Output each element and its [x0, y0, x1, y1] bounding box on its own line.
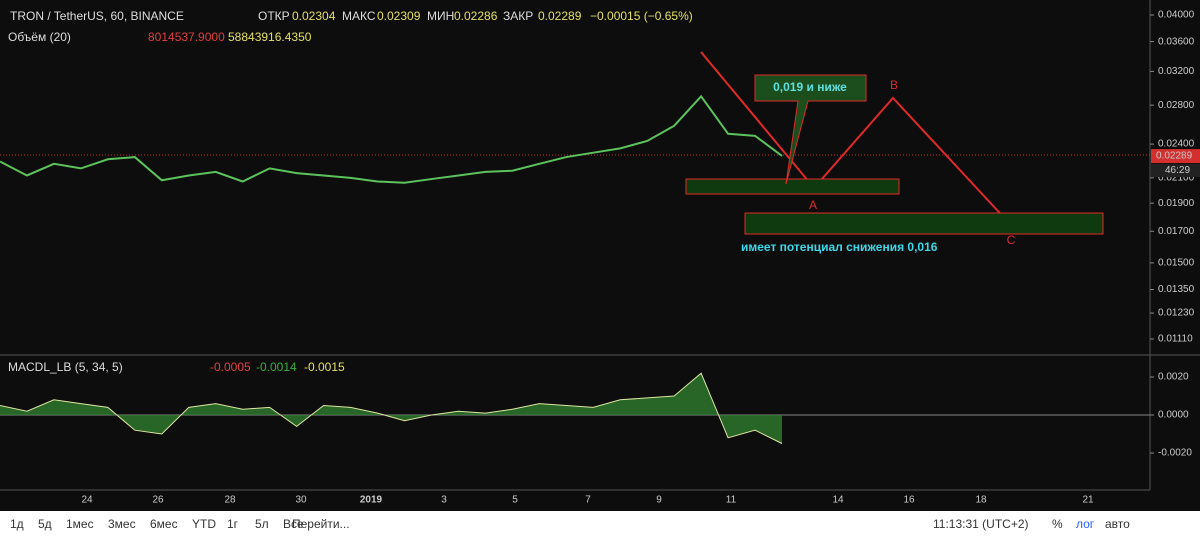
- callout-box[interactable]: [754, 74, 867, 185]
- macd-value: -0.0005: [210, 360, 251, 374]
- log-toggle[interactable]: лог: [1076, 517, 1095, 531]
- y-tick-label: 0.03200: [1158, 66, 1195, 77]
- range-button[interactable]: Все: [283, 517, 304, 531]
- percent-toggle[interactable]: %: [1052, 517, 1063, 531]
- macd-value: -0.0014: [256, 360, 297, 374]
- x-tick-label: 21: [1082, 495, 1094, 506]
- countdown: 46:29: [1165, 165, 1190, 176]
- y-tick-label: 0.01900: [1158, 198, 1195, 209]
- toolbar: [0, 511, 1200, 539]
- volume-title: Объём (20): [8, 30, 71, 44]
- range-button[interactable]: 6мес: [150, 517, 178, 531]
- volume-value: 58843916.4350: [228, 30, 312, 44]
- price-tag-label: 0.02289: [1156, 151, 1193, 162]
- y-tick-label: 0.0000: [1158, 410, 1189, 421]
- ohlc-value: 0.02286: [454, 9, 498, 23]
- zone[interactable]: [744, 212, 1104, 235]
- y-tick-label: 0.0020: [1158, 372, 1189, 383]
- y-tick-label: 0.01700: [1158, 226, 1195, 237]
- goto[interactable]: Перейти...: [292, 517, 350, 531]
- x-tick-label: 11: [726, 495, 737, 506]
- x-tick-label: 16: [903, 495, 915, 506]
- range-button[interactable]: 1д: [10, 517, 24, 531]
- auto-toggle[interactable]: авто: [1105, 517, 1130, 531]
- y-tick-label: 0.02800: [1158, 100, 1195, 111]
- x-tick-label: 2019: [360, 495, 383, 506]
- range-button[interactable]: 3мес: [108, 517, 136, 531]
- clock: 11:13:31 (UTC+2): [933, 517, 1029, 531]
- y-tick-label: 0.03600: [1158, 36, 1195, 47]
- background: [0, 0, 1200, 511]
- x-tick-label: 3: [441, 495, 447, 506]
- countdown-bg: [1151, 164, 1200, 178]
- note: имеет потенциал снижения 0,016: [741, 240, 938, 254]
- x-tick-label: 14: [832, 495, 844, 506]
- symbol[interactable]: TRON / TetherUS, 60, BINANCE: [10, 9, 184, 23]
- x-tick-label: 5: [512, 495, 518, 506]
- macd-line: [0, 372, 783, 444]
- ohlc-label: МАКС: [342, 9, 376, 23]
- y-tick-label: 0.01230: [1158, 308, 1195, 319]
- ohlc-label: МИН: [427, 9, 454, 23]
- range-button[interactable]: 5л: [255, 517, 269, 531]
- x-tick-label: 26: [152, 495, 164, 506]
- price-line: [0, 94, 783, 184]
- point-label: B: [890, 78, 898, 92]
- ohlc-label: ОТКР: [258, 9, 290, 23]
- abc-drawing[interactable]: [700, 51, 1011, 225]
- x-tick-label: 9: [656, 495, 662, 506]
- macd-title: MACDL_LB (5, 34, 5): [8, 360, 123, 374]
- y-tick-label: 0.02100: [1158, 172, 1195, 183]
- x-tick-label: 30: [295, 495, 307, 506]
- ohlc-value: 0.02304: [292, 9, 336, 23]
- x-tick-label: 7: [585, 495, 591, 506]
- price-tag: [1151, 149, 1200, 164]
- macd-value: -0.0015: [304, 360, 345, 374]
- x-tick-label: 18: [975, 495, 987, 506]
- range-button[interactable]: YTD: [192, 517, 216, 531]
- range-button[interactable]: 5д: [38, 517, 52, 531]
- callout: 0,019 и ниже: [773, 80, 847, 94]
- change: −0.00015 (−0.65%): [590, 9, 693, 23]
- x-tick-label: 24: [81, 495, 93, 506]
- volume-value: 8014537.9000: [148, 30, 225, 44]
- range-button[interactable]: 1г: [227, 517, 239, 531]
- y-tick-label: -0.0020: [1158, 448, 1192, 459]
- y-tick-label: 0.01500: [1158, 258, 1195, 269]
- ohlc-label: ЗАКР: [503, 9, 533, 23]
- x-tick-label: 28: [224, 495, 236, 506]
- point-label: C: [1007, 233, 1016, 247]
- range-button[interactable]: 1мес: [66, 517, 94, 531]
- y-tick-label: 0.04000: [1158, 10, 1195, 21]
- ohlc-value: 0.02289: [538, 9, 582, 23]
- zone[interactable]: [685, 178, 900, 195]
- ohlc-value: 0.02309: [377, 9, 421, 23]
- y-tick-label: 0.01350: [1158, 284, 1195, 295]
- y-tick-label: 0.02400: [1158, 139, 1195, 150]
- point-label: A: [809, 198, 817, 212]
- y-tick-label: 0.01110: [1158, 334, 1193, 345]
